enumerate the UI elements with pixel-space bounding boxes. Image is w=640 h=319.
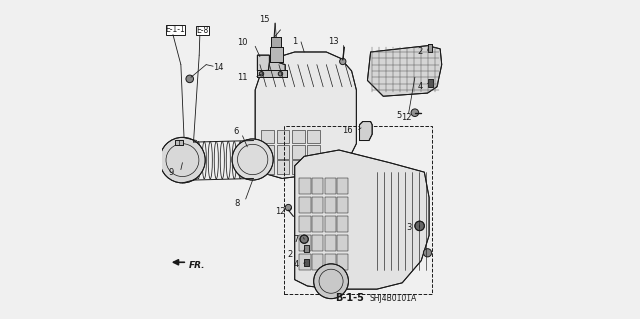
Bar — [307, 130, 320, 143]
Bar — [307, 160, 320, 174]
Bar — [324, 216, 336, 232]
Text: SHJ4B0101A: SHJ4B0101A — [369, 293, 417, 302]
Bar — [166, 25, 185, 34]
Bar — [428, 79, 433, 87]
Text: E-1-1: E-1-1 — [165, 25, 185, 34]
Bar — [324, 178, 336, 194]
Text: 14: 14 — [213, 63, 223, 72]
Text: 6: 6 — [233, 127, 239, 136]
Bar — [304, 259, 308, 266]
Bar — [292, 160, 305, 174]
Text: 5: 5 — [396, 111, 401, 120]
Bar — [276, 145, 289, 159]
Text: 15: 15 — [260, 15, 270, 24]
Bar — [271, 37, 282, 47]
Text: 12: 12 — [275, 207, 285, 216]
Bar — [276, 160, 289, 174]
Bar — [324, 197, 336, 213]
Text: FR.: FR. — [189, 261, 205, 270]
Bar — [262, 160, 274, 174]
Bar — [300, 197, 310, 213]
Bar — [312, 235, 323, 251]
Bar — [300, 216, 310, 232]
Bar — [304, 245, 308, 252]
Bar — [337, 254, 348, 270]
Circle shape — [278, 71, 283, 76]
Text: 13: 13 — [328, 37, 339, 46]
Bar — [196, 26, 209, 35]
Bar — [337, 235, 348, 251]
Text: 1: 1 — [292, 37, 297, 46]
Circle shape — [314, 264, 348, 299]
Polygon shape — [268, 62, 285, 74]
Text: B-1-5: B-1-5 — [335, 293, 364, 303]
Bar — [304, 245, 308, 252]
Text: 8: 8 — [234, 199, 239, 208]
Polygon shape — [257, 55, 269, 71]
Bar — [271, 37, 282, 47]
Polygon shape — [255, 52, 356, 178]
Bar — [300, 254, 310, 270]
Bar — [292, 145, 305, 159]
Bar — [312, 254, 323, 270]
Bar — [270, 47, 283, 62]
Text: 2: 2 — [288, 250, 293, 259]
Bar — [292, 130, 305, 143]
Text: 3: 3 — [406, 223, 412, 232]
Text: 10: 10 — [237, 38, 247, 47]
Text: 7: 7 — [293, 235, 298, 244]
Circle shape — [424, 249, 431, 257]
Bar — [276, 130, 289, 143]
Polygon shape — [367, 46, 442, 96]
Bar — [312, 197, 323, 213]
Bar — [428, 79, 433, 87]
Text: E-8: E-8 — [196, 26, 209, 35]
Circle shape — [415, 221, 424, 231]
Bar — [312, 178, 323, 194]
Text: 12: 12 — [401, 113, 412, 122]
Bar — [175, 140, 184, 145]
Bar — [428, 44, 432, 52]
Text: 11: 11 — [237, 73, 248, 82]
Text: 4: 4 — [417, 82, 423, 91]
Text: 16: 16 — [342, 126, 353, 135]
Text: 4: 4 — [293, 260, 298, 269]
Polygon shape — [294, 150, 429, 289]
Bar — [300, 235, 310, 251]
Circle shape — [232, 139, 273, 180]
Bar — [337, 216, 348, 232]
Circle shape — [340, 58, 346, 65]
Polygon shape — [257, 70, 287, 77]
Bar — [262, 145, 274, 159]
Bar — [428, 44, 432, 52]
Bar — [324, 254, 336, 270]
Bar — [300, 178, 310, 194]
Bar — [175, 140, 184, 145]
Bar — [312, 216, 323, 232]
Circle shape — [300, 235, 308, 243]
Bar — [337, 178, 348, 194]
Bar — [324, 235, 336, 251]
Text: 9: 9 — [168, 168, 173, 177]
Bar — [262, 130, 274, 143]
Bar — [337, 197, 348, 213]
Bar — [284, 126, 432, 294]
Bar — [270, 47, 283, 62]
Circle shape — [259, 71, 264, 76]
Text: 2: 2 — [417, 48, 423, 56]
Circle shape — [159, 137, 205, 183]
Bar — [307, 145, 320, 159]
Polygon shape — [360, 122, 372, 141]
Circle shape — [411, 109, 419, 116]
Bar — [304, 259, 308, 266]
Circle shape — [186, 75, 193, 83]
Circle shape — [285, 204, 292, 211]
